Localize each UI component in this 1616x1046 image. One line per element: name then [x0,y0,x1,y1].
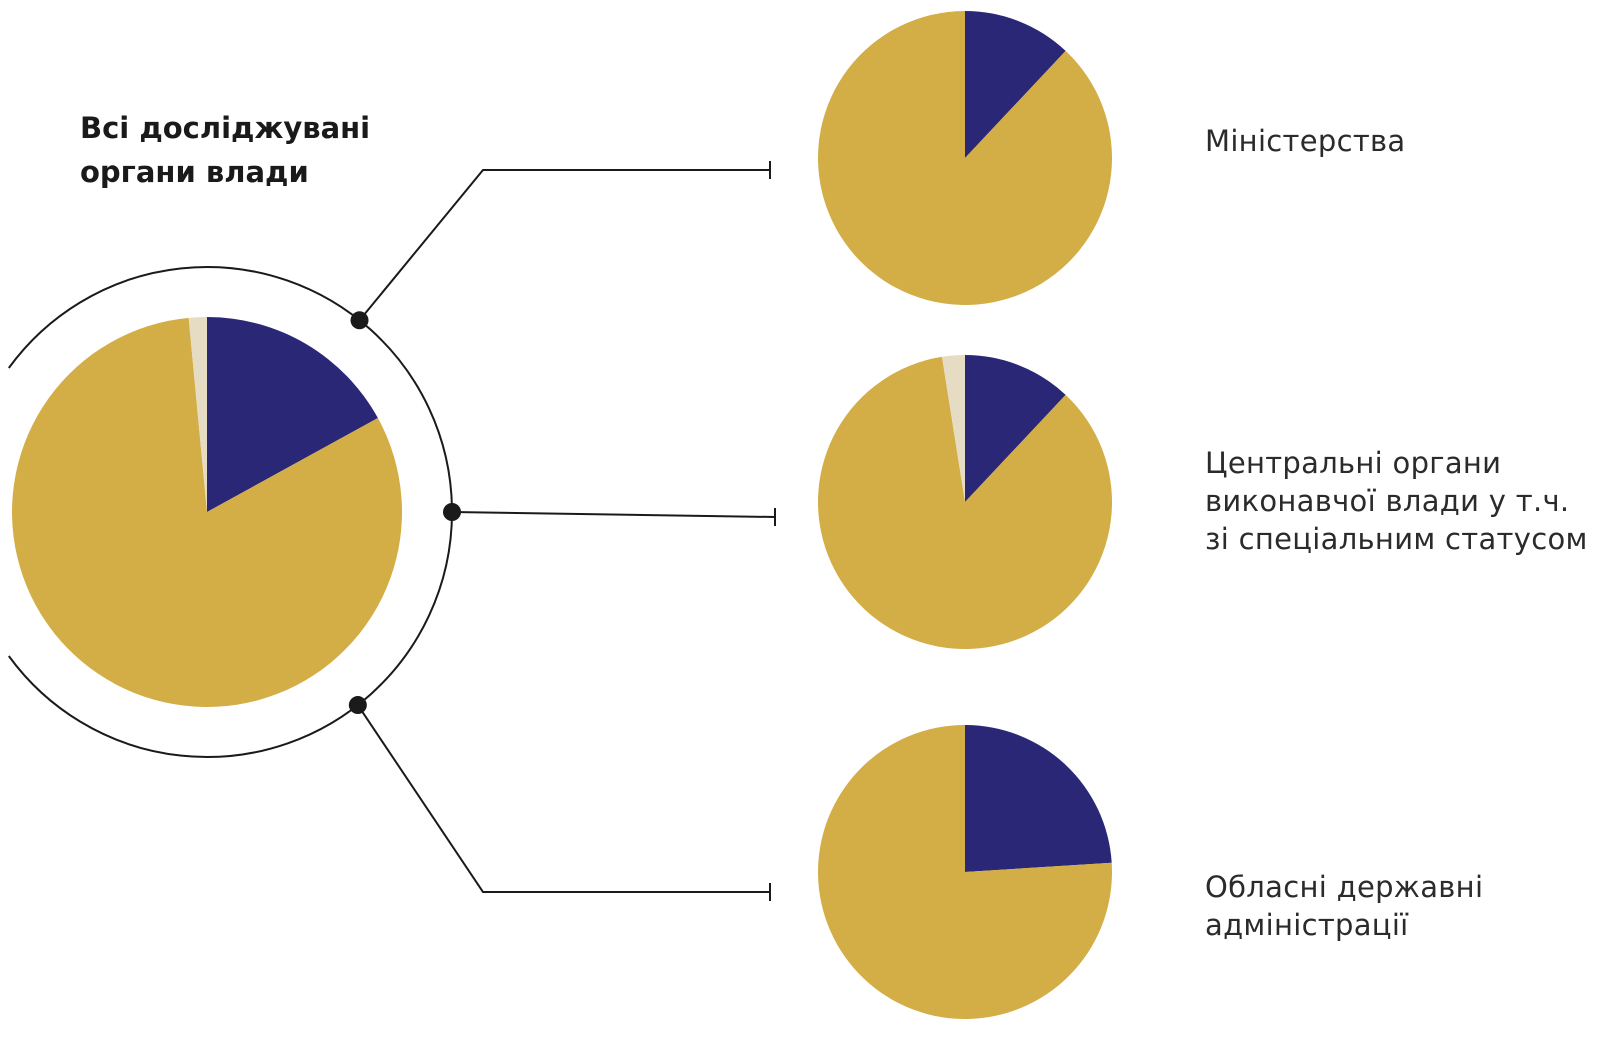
pie-1-slice-0 [965,11,1066,158]
label-line: Центральні органи [1205,446,1502,480]
label-line: Міністерства [1205,124,1406,158]
main-pie-chart [12,317,403,708]
connector-dot-0 [350,311,369,330]
pie-2-slice-2 [942,355,965,502]
label-line: адміністрації [1205,908,1409,942]
label-regional-administrations: Обласні державні адміністрації [1205,868,1483,944]
connector-line-2 [357,704,770,893]
connector-dot-2 [348,696,367,715]
label-central-bodies: Центральні органи виконавчої влади у т.ч… [1205,444,1588,558]
pie-1-slice-1 [818,11,1113,305]
pie-3-slice-0 [965,725,1112,872]
label-line: Обласні державні [1205,870,1484,904]
label-line: виконавчої влади у т.ч. [1205,484,1570,518]
main-pie-slice-0 [207,317,378,512]
connector-line-0 [358,169,770,321]
label-ministries: Міністерства [1205,122,1405,160]
pie-3-slice-1 [817,725,1113,1019]
pie-chart-ministries [818,11,1113,305]
main-chart-title: Всі досліджувані органи влади [80,111,371,189]
connector-dot-1 [443,503,461,521]
main-pie-slice-1 [12,317,403,708]
main-pie-slice-2 [188,317,207,512]
connector-line-1 [451,511,776,518]
pie-chart-central-bodies [818,355,1113,649]
connector-lines [7,161,776,901]
pie-2-slice-0 [965,355,1066,502]
pie-2-slice-1 [818,356,1113,649]
pie-chart-regional-administrations [817,725,1113,1019]
label-line: зі спеціальним статусом [1205,522,1588,556]
